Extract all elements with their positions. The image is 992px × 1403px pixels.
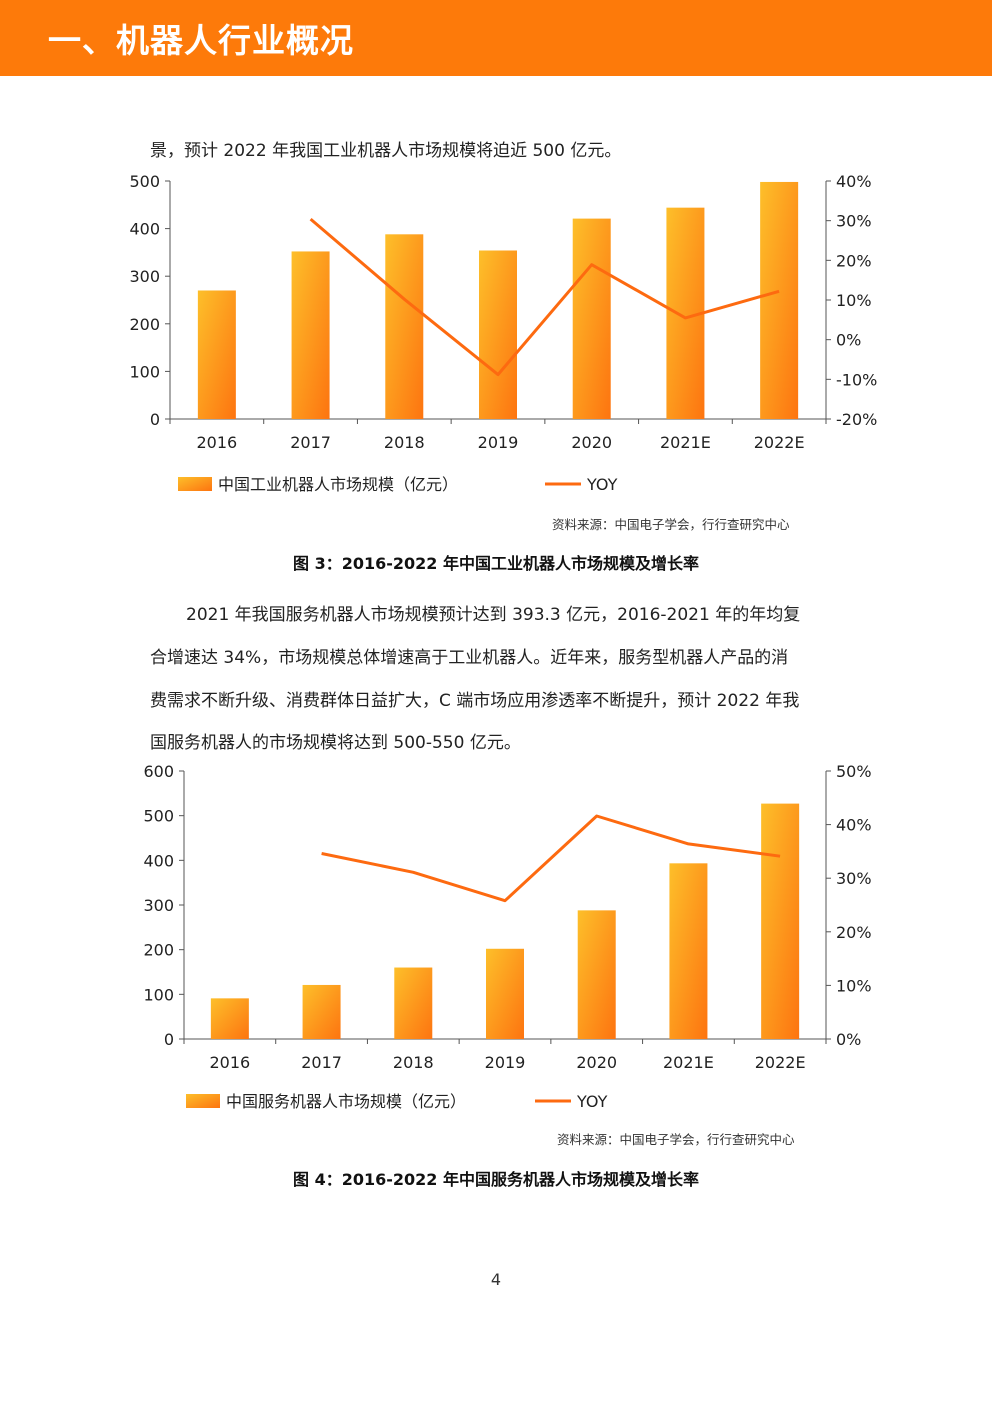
paragraph-line: 费需求不断升级、消费群体日益扩大，C 端市场应用渗透率不断提升，预计 2022 …: [150, 691, 800, 711]
paragraph-line: 景，预计 2022 年我国工业机器人市场规模将迫近 500 亿元。: [150, 141, 622, 161]
bar: [210, 998, 249, 1039]
bar: [302, 984, 341, 1039]
left-tick-label: 100: [143, 985, 174, 1004]
x-tick-label: 2019: [485, 1053, 526, 1072]
left-tick-label: 200: [129, 315, 160, 334]
chart1-source: 资料来源：中国电子学会，行行查研究中心: [552, 517, 790, 532]
right-tick-label: 40%: [836, 172, 872, 191]
right-tick-label: 0%: [836, 1030, 861, 1049]
legend-bar-label: 中国服务机器人市场规模（亿元）: [226, 1092, 466, 1111]
bar: [760, 181, 799, 419]
bar: [486, 948, 524, 1039]
x-tick-label: 2017: [290, 433, 331, 452]
legend-line-label: YOY: [586, 475, 618, 494]
right-tick-label: 20%: [836, 251, 872, 270]
right-tick-label: 10%: [836, 291, 872, 310]
right-tick-label: 20%: [836, 923, 872, 942]
x-tick-label: 2020: [571, 433, 612, 452]
left-tick-label: 400: [129, 220, 160, 239]
right-tick-label: 40%: [836, 816, 872, 835]
x-tick-label: 2020: [576, 1053, 617, 1072]
yoy-line: [309, 217, 780, 377]
x-tick-label: 2018: [384, 433, 425, 452]
right-tick-label: 50%: [836, 762, 872, 781]
left-tick-label: 0: [164, 1030, 174, 1049]
chart1-caption: 图 3：2016-2022 年中国工业机器人市场规模及增长率: [293, 554, 699, 573]
x-tick-label: 2019: [478, 433, 519, 452]
left-tick-label: 400: [143, 851, 174, 870]
left-tick-label: 0: [150, 410, 160, 429]
page-title: 一、机器人行业概况: [48, 21, 354, 60]
legend-bar-swatch: [178, 477, 212, 491]
right-tick-label: 10%: [836, 976, 872, 995]
paragraph-line: 国服务机器人的市场规模将达到 500-550 亿元。: [150, 733, 521, 753]
right-tick-label: -20%: [836, 410, 877, 429]
left-tick-label: 100: [129, 362, 160, 381]
right-tick-label: 30%: [836, 869, 872, 888]
x-tick-label: 2021E: [660, 433, 711, 452]
x-tick-label: 2022E: [755, 1053, 806, 1072]
x-tick-label: 2016: [196, 433, 237, 452]
left-tick-label: 300: [143, 896, 174, 915]
legend-bar-label: 中国工业机器人市场规模（亿元）: [218, 475, 458, 494]
bar: [669, 863, 708, 1039]
bar: [291, 251, 330, 419]
x-tick-label: 2018: [393, 1053, 434, 1072]
bar: [761, 803, 800, 1039]
left-tick-label: 300: [129, 267, 160, 286]
bar: [394, 967, 433, 1039]
right-tick-label: 0%: [836, 331, 861, 350]
yoy-line: [321, 814, 781, 903]
chart2-caption: 图 4：2016-2022 年中国服务机器人市场规模及增长率: [293, 1170, 699, 1189]
bar: [385, 234, 424, 419]
x-tick-label: 2022E: [754, 433, 805, 452]
x-tick-label: 2016: [209, 1053, 250, 1072]
page-number: 4: [490, 1270, 502, 1289]
paragraph-line: 2021 年我国服务机器人市场规模预计达到 393.3 亿元，2016-2021…: [186, 605, 801, 625]
x-tick-label: 2021E: [663, 1053, 714, 1072]
bar: [479, 250, 517, 419]
service-robot-chart: 0 100 200 300 400 500 600 0% 10% 20% 30% 40% 50% 2016…: [143, 762, 872, 1111]
right-tick-label: 30%: [836, 212, 872, 231]
bar: [577, 910, 616, 1039]
right-tick-label: -10%: [836, 370, 877, 389]
left-tick-label: 200: [143, 941, 174, 960]
bar: [197, 290, 236, 419]
chart2-source: 资料来源：中国电子学会，行行查研究中心: [557, 1132, 795, 1147]
header-bar: [0, 0, 992, 76]
left-tick-label: 600: [143, 762, 174, 781]
left-tick-label: 500: [143, 807, 174, 826]
industrial-robot-chart: 0 100 200 300 400 500 -20% -10% 0% 10% 20% 30% 40% 20…: [129, 172, 877, 494]
legend-line-label: YOY: [576, 1092, 608, 1111]
bar: [572, 218, 611, 419]
left-tick-label: 500: [129, 172, 160, 191]
paragraph-line: 合增速达 34%，市场规模总体增速高于工业机器人。近年来，服务型机器人产品的消: [150, 648, 789, 668]
legend-bar-swatch: [186, 1094, 220, 1108]
x-tick-label: 2017: [301, 1053, 342, 1072]
